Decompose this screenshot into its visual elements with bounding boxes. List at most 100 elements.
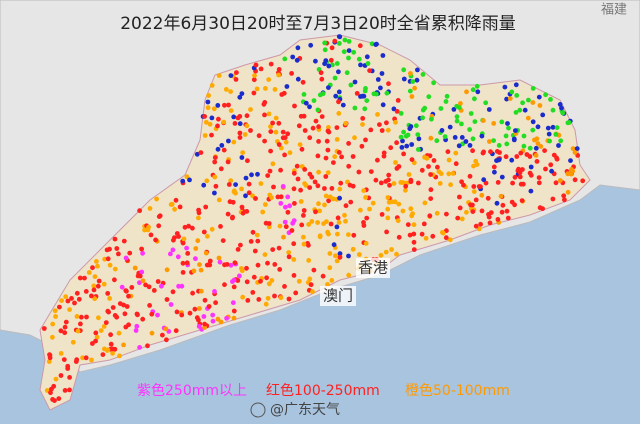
station-dot (117, 353, 122, 359)
station-dot (148, 232, 154, 238)
station-dot (164, 337, 169, 343)
station-dot (235, 247, 241, 252)
station-dot (260, 209, 266, 215)
station-dot (207, 121, 213, 127)
station-dot (203, 204, 209, 210)
station-dot (263, 86, 268, 91)
label-bg (356, 258, 390, 278)
station-dot (333, 93, 339, 99)
station-dot (535, 124, 541, 130)
station-dot (266, 281, 272, 287)
station-dot (287, 203, 292, 209)
station-dot (195, 238, 201, 244)
station-dot (454, 114, 460, 120)
station-dot (311, 98, 317, 103)
station-dot (513, 82, 519, 88)
station-dot (137, 345, 143, 350)
station-dot (67, 387, 72, 393)
place-label: 澳门 (323, 287, 353, 305)
station-dot (365, 61, 371, 66)
station-dot (504, 141, 510, 147)
station-dot (399, 145, 405, 150)
station-dot (268, 148, 273, 154)
station-dot (419, 231, 425, 237)
station-dot (415, 132, 421, 138)
station-dot (394, 140, 399, 146)
station-dot (334, 258, 340, 264)
station-dot (401, 129, 406, 135)
station-dot (528, 172, 534, 178)
station-dot (94, 334, 100, 340)
station-dot (444, 93, 450, 99)
station-dot (151, 288, 157, 293)
station-dot (295, 45, 301, 51)
station-dot (228, 73, 234, 78)
station-dot (244, 209, 250, 214)
station-dot (140, 278, 146, 284)
station-dot (63, 294, 69, 300)
station-dot (203, 250, 209, 256)
station-dot (155, 279, 161, 284)
station-dot (412, 85, 417, 91)
station-dot (119, 284, 125, 290)
station-dot (244, 265, 249, 271)
station-dot (517, 170, 523, 176)
station-dot (470, 87, 476, 93)
station-dot (338, 180, 344, 186)
station-dot (278, 194, 284, 200)
station-dot (431, 80, 436, 86)
station-dot (536, 94, 542, 100)
station-dot (505, 121, 510, 126)
station-dot (401, 76, 407, 82)
station-dot (486, 107, 492, 112)
station-dot (246, 190, 252, 196)
station-dot (83, 355, 89, 361)
station-dot (479, 208, 485, 214)
station-dot (268, 124, 273, 129)
station-dot (56, 396, 62, 401)
station-dot (298, 199, 304, 204)
station-dot (74, 357, 80, 363)
station-dot (182, 224, 188, 230)
station-dot (496, 143, 502, 148)
station-dot (285, 131, 291, 137)
station-dot (250, 229, 256, 235)
station-dot (184, 174, 190, 180)
station-dot (361, 220, 366, 225)
station-dot (86, 270, 92, 275)
station-dot (190, 290, 196, 296)
station-dot (310, 125, 316, 131)
station-dot (330, 196, 336, 202)
station-dot (299, 146, 305, 152)
station-dot (393, 160, 398, 165)
station-dot (284, 84, 290, 89)
station-dot (488, 149, 493, 155)
station-dot (82, 275, 87, 281)
station-dot (302, 128, 308, 133)
station-dot (149, 330, 155, 336)
station-dot (212, 190, 217, 196)
station-dot (499, 209, 505, 215)
station-dot (367, 206, 372, 212)
station-dot (101, 281, 107, 287)
station-dot (478, 184, 483, 190)
station-dot (98, 328, 104, 333)
station-dot (546, 131, 552, 137)
station-dot (184, 260, 190, 266)
station-dot (237, 130, 243, 136)
station-dot (155, 312, 160, 318)
station-dot (179, 283, 185, 289)
station-dot (428, 196, 434, 202)
station-dot (319, 76, 325, 82)
station-dot (503, 154, 509, 160)
station-dot (514, 93, 520, 98)
station-dot (401, 67, 407, 73)
station-dot (186, 223, 192, 229)
station-dot (346, 163, 352, 169)
station-dot (398, 134, 404, 140)
station-dot (428, 187, 434, 193)
station-dot (534, 159, 540, 164)
station-dot (232, 121, 238, 126)
station-dot (276, 67, 282, 72)
station-dot (457, 194, 462, 200)
